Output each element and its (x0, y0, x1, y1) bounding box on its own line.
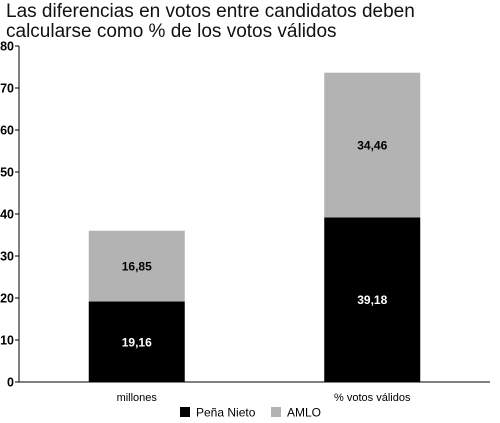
x-category-label: % votos válidos (334, 392, 411, 404)
y-tick-label: 40 (0, 208, 14, 222)
data-label: 19,16 (122, 335, 152, 349)
data-label: 16,85 (122, 260, 152, 274)
data-label: 39,18 (357, 293, 387, 307)
x-category-label: millones (117, 392, 158, 404)
legend-label: Peña Nieto (196, 406, 256, 420)
data-label: 34,46 (357, 139, 387, 153)
y-tick-label: 50 (0, 166, 14, 180)
bar-segment (88, 230, 185, 302)
chart-title: Las diferencias en votos entre candidato… (6, 1, 415, 42)
y-tick-label: 30 (0, 250, 14, 264)
y-tick-label: 20 (0, 292, 14, 306)
y-tick-label: 10 (0, 334, 14, 348)
y-tick-label: 0 (7, 376, 14, 390)
bar-segment (88, 301, 185, 382)
legend-swatch (180, 407, 190, 417)
data-labels: 19,16 16,85 39,18 34,46 (122, 139, 388, 350)
legend-label: AMLO (287, 406, 321, 420)
axes: 0 10 20 30 40 50 60 70 80 millones % votos válidos (0, 40, 490, 404)
y-tick-label: 60 (0, 124, 14, 138)
y-tick-label: 70 (0, 82, 14, 96)
bar-segment (324, 217, 421, 382)
bars (88, 72, 421, 382)
legend: Peña Nieto AMLO (180, 406, 321, 420)
legend-swatch (271, 407, 281, 417)
y-tick-label: 80 (0, 40, 14, 54)
bar-segment (324, 72, 421, 218)
